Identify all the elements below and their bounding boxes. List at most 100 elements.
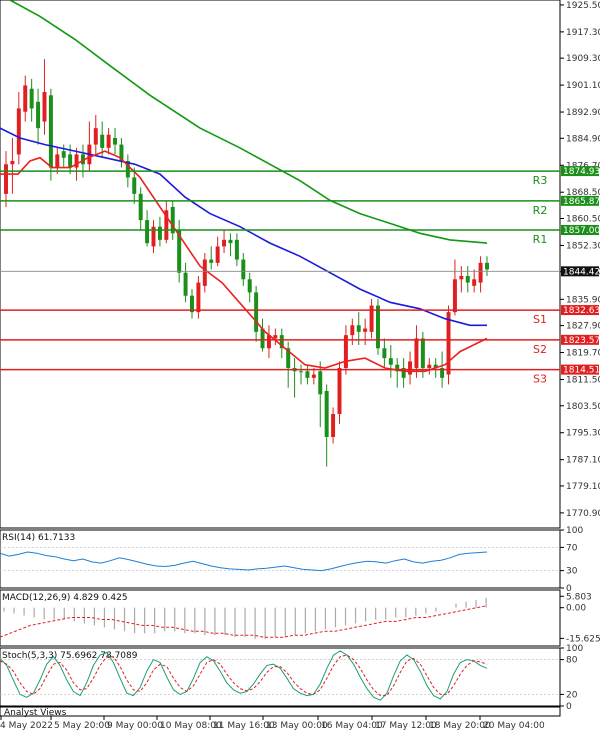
- price-tick-label: 1860.50: [566, 214, 600, 224]
- current-price-label: 1844.42: [563, 267, 600, 277]
- candle-body: [170, 206, 175, 234]
- candle-body: [408, 361, 413, 375]
- price-tick-label: 1925.50: [566, 1, 600, 11]
- candle-body: [324, 390, 329, 437]
- candle-body: [93, 128, 98, 145]
- candle-body: [311, 374, 316, 378]
- candle-body: [100, 134, 105, 148]
- candle-body: [132, 177, 137, 194]
- macd-panel-title: MACD(12,26,9) 4.829 0.425: [2, 593, 128, 603]
- price-tick-label: 1835.90: [566, 295, 600, 305]
- candle-body: [427, 364, 432, 368]
- level-price-box: [561, 224, 599, 235]
- indicator-tick-label: 0: [566, 702, 572, 712]
- price-tick-label: 1770.90: [566, 509, 600, 519]
- candle-body: [388, 358, 393, 365]
- candle-body: [241, 259, 246, 280]
- candle-body: [363, 328, 368, 332]
- candle-body: [55, 154, 60, 168]
- time-tick-label: 16 May 04:00: [321, 721, 383, 731]
- indicator-tick-label: 30: [566, 567, 578, 577]
- candle-body: [247, 279, 252, 293]
- candle-body: [478, 262, 483, 283]
- candle-body: [382, 348, 387, 359]
- time-tick-label: 5 May 20:00: [54, 721, 110, 731]
- candle-body: [202, 259, 207, 286]
- time-tick-label: 4 May 2022: [0, 721, 53, 731]
- level-price-label: 1814.51: [563, 366, 600, 376]
- price-tick-label: 1803.50: [566, 402, 600, 412]
- price-tick-label: 1901.10: [566, 81, 600, 91]
- level-price-label: 1832.63: [563, 306, 600, 316]
- candle-body: [318, 371, 323, 395]
- level-price-label: 1857.00: [563, 226, 600, 236]
- level-name-s2: S2: [533, 343, 547, 356]
- candle-body: [113, 137, 118, 145]
- indicator-tick-label: 20: [566, 690, 578, 700]
- stoch-panel: Stoch(5,3,3) 75.6962 78.7089 100 80 20 0: [0, 644, 583, 712]
- time-tick-label: 9 May 00:00: [107, 721, 163, 731]
- candle-body: [215, 246, 220, 263]
- candle-body: [10, 160, 15, 165]
- candle-body: [138, 193, 143, 221]
- candle-body: [234, 239, 239, 260]
- candle-body: [305, 371, 310, 378]
- level-name-s3: S3: [533, 373, 547, 386]
- candle-body: [209, 259, 214, 263]
- indicator-tick-label: 80: [566, 656, 578, 666]
- indicator-tick-label: 0: [566, 584, 572, 594]
- price-tick-label: 1811.50: [566, 375, 600, 385]
- candle-body: [189, 295, 194, 313]
- candle-body: [375, 305, 380, 349]
- price-tick-label: 1827.90: [566, 322, 600, 332]
- level-price-box: [561, 305, 599, 316]
- candle-body: [414, 338, 419, 368]
- price-tick-label: 1819.70: [566, 349, 600, 359]
- footer-frame: [0, 706, 561, 717]
- rsi-line: [0, 551, 488, 572]
- price-tick-label: 1884.90: [566, 134, 600, 144]
- candle-body: [42, 91, 47, 122]
- candle-body: [440, 367, 445, 378]
- candle-body: [119, 144, 124, 161]
- candle-body: [80, 154, 85, 165]
- candle-body: [266, 335, 271, 349]
- time-tick-label: 10 May 08:00: [160, 721, 222, 731]
- rsi-panel-frame: [0, 529, 561, 589]
- candle-body: [61, 151, 66, 158]
- indicator-tick-label: -15.625: [566, 634, 600, 644]
- candle-body: [151, 226, 156, 247]
- candle-body: [350, 325, 355, 336]
- candle-body: [48, 95, 53, 168]
- rsi-panel: RSI(14) 61.7133 100 70 30 0: [0, 526, 583, 594]
- candle-body: [343, 335, 348, 368]
- candle-body: [16, 108, 21, 155]
- indicator-tick-label: 0.00: [566, 604, 586, 614]
- candle-body: [254, 292, 259, 332]
- candle-body: [183, 272, 188, 296]
- candle-body: [125, 160, 130, 178]
- price-tick-label: 1795.30: [566, 429, 600, 439]
- footer-text: Analyst Views: [4, 708, 67, 718]
- price-tick-label: 1852.30: [566, 241, 600, 251]
- level-price-box: [561, 334, 599, 345]
- level-name-r2: R2: [533, 204, 548, 217]
- candle-body: [164, 210, 169, 240]
- stoch-panel-frame: [0, 647, 561, 707]
- level-price-box: [561, 364, 599, 375]
- price-tick-label: 1787.10: [566, 456, 600, 466]
- time-tick-label: 18 May 20:00: [429, 721, 491, 731]
- time-tick-label: 11 May 16:00: [213, 721, 275, 731]
- level-price-box: [561, 166, 599, 177]
- level-name-s1: S1: [533, 313, 547, 326]
- candle-body: [68, 154, 73, 168]
- candle-body: [145, 220, 150, 244]
- indicator-tick-label: 100: [566, 526, 583, 536]
- ma-slow-line: [9, 0, 488, 244]
- indicator-tick-label: 70: [566, 543, 578, 553]
- price-tick-label: 1917.30: [566, 28, 600, 38]
- price-panel: 1925.50 1917.30 1909.30 1901.10 1892.90 1884.…: [0, 0, 600, 529]
- candle-body: [23, 85, 28, 112]
